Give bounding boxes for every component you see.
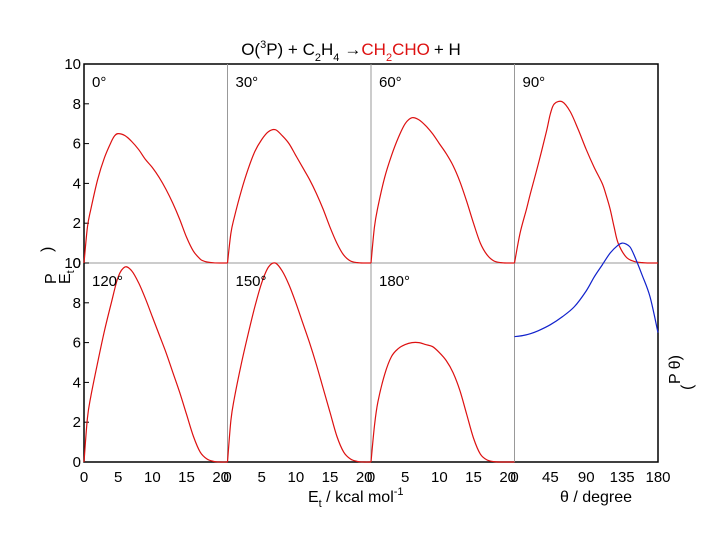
series-curves (83, 100, 659, 463)
y-tick-label: 2 (73, 215, 81, 232)
energy-distribution-curve (83, 133, 228, 264)
y-tick-label: 2 (73, 414, 81, 431)
y-tick-label: 10 (64, 56, 81, 73)
x-tick-label: 20 (356, 469, 373, 486)
y-tick-label: 6 (73, 136, 81, 153)
y-tick-label: 8 (73, 96, 81, 113)
x-tick-label: 10 (287, 469, 304, 486)
y-tick-label: 0 (73, 454, 81, 471)
energy-distribution-curve (83, 266, 228, 463)
panel-angle-label: 0° (92, 74, 106, 91)
x-axis-label-angle: θ / degree (560, 489, 632, 506)
y-tick-label: 10 (64, 255, 81, 272)
energy-distribution-curve (226, 128, 372, 264)
x-tick-label: 15 (178, 469, 195, 486)
x-tick-label: 0 (80, 469, 88, 486)
y-axis-label-left-e: Et (57, 270, 77, 284)
x-tick-label: 0 (367, 469, 375, 486)
x-tick-label: 20 (499, 469, 516, 486)
x-tick-label: 5 (257, 469, 265, 486)
panel-angle-label: 150° (236, 273, 267, 290)
x-tick-label: 5 (401, 469, 409, 486)
x-tick-label: 10 (431, 469, 448, 486)
y-axis-label-right: Pθ) (667, 355, 684, 384)
energy-distribution-curve (370, 116, 515, 264)
x-tick-label: 0 (223, 469, 231, 486)
panel-angle-label: 30° (236, 74, 259, 91)
energy-distribution-curve (370, 341, 515, 463)
x-axis-label-energy: Et / kcal mol-1 (308, 486, 404, 510)
y-tick-label: 6 (73, 335, 81, 352)
panel-angle-label: 60° (379, 74, 402, 91)
panel-angle-label: 120° (92, 273, 123, 290)
chart-title: O(3P) + C2H4 →CH2CHO + H (241, 39, 461, 64)
x-tick-label: 180 (645, 469, 670, 486)
y-axis-label-left-paren: ) (39, 247, 56, 252)
y-tick-label: 4 (73, 374, 81, 391)
y-axis-label-left: P (43, 273, 60, 284)
y-tick-label: 0 (73, 255, 81, 272)
x-tick-label: 15 (465, 469, 482, 486)
x-tick-label: 15 (322, 469, 339, 486)
x-tick-label: 5 (114, 469, 122, 486)
x-tick-label: 0 (510, 469, 518, 486)
x-tick-label: 90 (578, 469, 595, 486)
y-tick-label: 8 (73, 295, 81, 312)
energy-distribution-curve (226, 262, 372, 463)
y-axis-label-right-paren: ( (679, 384, 696, 390)
x-tick-label: 10 (144, 469, 161, 486)
panel-angle-label: 180° (379, 273, 410, 290)
panel-angle-label: 90° (523, 74, 546, 91)
panel-labels: 0° 30° 60° 90° 120° 150° 180° (92, 74, 545, 290)
energy-distribution-curve (513, 100, 659, 264)
x-tick-label: 20 (212, 469, 229, 486)
angular-distribution-curve (514, 242, 659, 338)
x-tick-label: 135 (610, 469, 635, 486)
x-tick-labels: 0 5 10 15 200 5 10 15 200 5 10 15 200 45 90 135 180 (80, 469, 671, 486)
x-tick-label: 45 (542, 469, 559, 486)
y-tick-label: 4 (73, 175, 81, 192)
